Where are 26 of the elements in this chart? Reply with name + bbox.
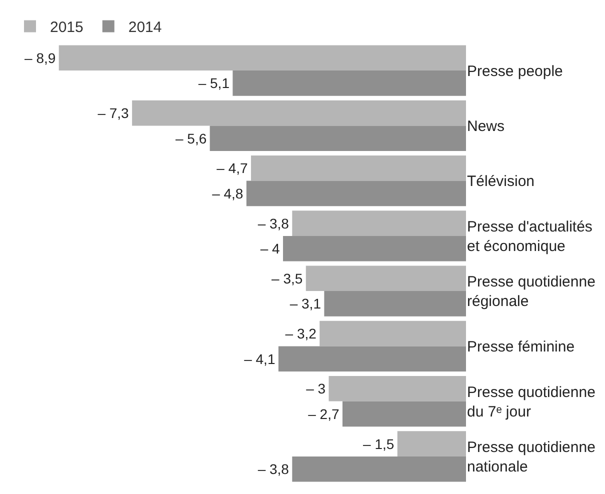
data-label: – 3,8 bbox=[258, 461, 290, 478]
data-label: – 7,3 bbox=[98, 105, 130, 122]
y-tick-label: Presse féminine bbox=[467, 338, 575, 356]
data-label: – 4,1 bbox=[244, 350, 276, 367]
data-label: – 1,5 bbox=[363, 436, 394, 452]
data-label: – 4,7 bbox=[216, 160, 248, 176]
legend-label: 2015 bbox=[50, 19, 84, 36]
y-tick-label: Presse people bbox=[467, 62, 563, 80]
data-label: – 3,8 bbox=[258, 215, 290, 232]
data-label: – 3 bbox=[306, 380, 326, 397]
data-label: – 8,9 bbox=[24, 50, 56, 66]
data-label: – 3,1 bbox=[290, 296, 322, 312]
y-tick-label: Presse quotidienne du 7ᵉ jour bbox=[467, 384, 596, 420]
data-label: – 2,7 bbox=[308, 406, 340, 422]
data-label: – 4 bbox=[260, 240, 280, 257]
data-label: – 5,6 bbox=[175, 130, 207, 146]
data-label: – 4,8 bbox=[212, 185, 244, 202]
legend-label: 2014 bbox=[128, 19, 162, 36]
data-label: – 3,5 bbox=[272, 270, 303, 286]
y-tick-label: Télévision bbox=[467, 173, 535, 190]
data-label: – 5,1 bbox=[198, 75, 230, 92]
y-tick-label: News bbox=[467, 118, 505, 135]
y-tick-label: Presse quotidienne nationale bbox=[467, 438, 596, 476]
data-label: – 3,2 bbox=[285, 326, 317, 342]
y-tick-label: Presse quotidienne régionale bbox=[467, 274, 596, 310]
y-tick-label: Presse d'actualités et économique bbox=[467, 218, 592, 255]
